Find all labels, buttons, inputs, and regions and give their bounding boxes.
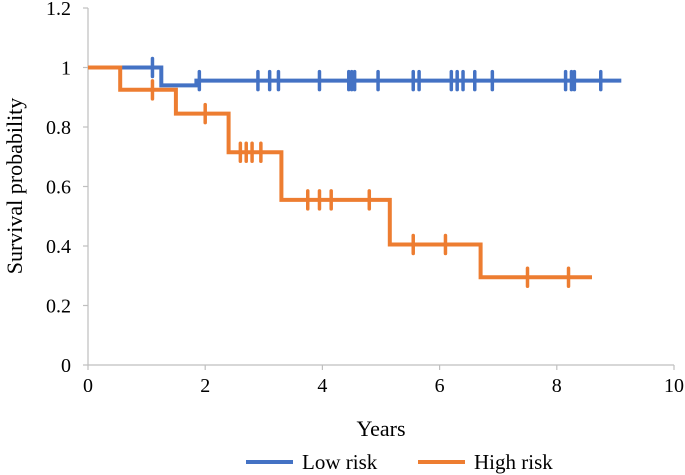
x-tick-label: 10 <box>664 375 684 397</box>
x-tick-label: 0 <box>83 375 93 397</box>
x-ticks: 0 2 4 6 8 10 <box>83 365 684 397</box>
legend-label-low-risk: Low risk <box>302 450 378 474</box>
y-ticks: 0 0.2 0.4 0.6 0.8 1 1.2 <box>46 0 88 377</box>
y-axis-title: Survival probability <box>2 98 27 275</box>
series-line-high-risk <box>88 65 592 280</box>
y-tick-label: 0.6 <box>46 177 71 199</box>
series-line-low-risk <box>88 65 622 88</box>
y-tick-label: 0 <box>61 355 71 377</box>
x-tick-label: 8 <box>552 375 562 397</box>
x-tick-label: 6 <box>435 375 445 397</box>
y-tick-label: 1 <box>61 58 71 80</box>
legend-label-high-risk: High risk <box>474 450 553 474</box>
y-tick-label: 0.8 <box>46 117 71 139</box>
y-tick-label: 0.2 <box>46 296 71 318</box>
legend: Low risk High risk <box>246 450 553 474</box>
x-axis-title: Years <box>356 416 405 441</box>
x-tick-label: 2 <box>200 375 210 397</box>
x-tick-label: 4 <box>317 375 327 397</box>
axes <box>87 8 674 366</box>
y-tick-label: 0.4 <box>46 236 71 258</box>
y-tick-label: 1.2 <box>46 0 71 20</box>
series-group <box>88 56 622 288</box>
